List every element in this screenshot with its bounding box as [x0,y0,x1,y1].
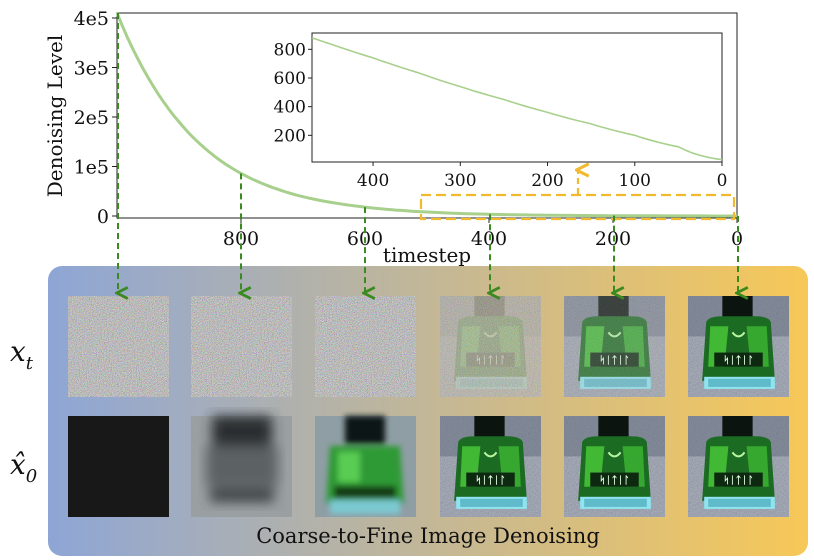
main-y-tick-label: 2e5 [74,107,109,129]
main-y-tick-label: 1e5 [74,157,109,179]
inset-y-tick-label: 600 [274,69,306,89]
inset-series-line [311,37,723,161]
zoom-highlight-box [419,193,736,221]
inset-x-tick-label: 200 [531,171,563,191]
inset-y-tick-label: 200 [274,126,306,146]
inset-x-tick-label: 100 [619,171,651,191]
main-y-ticks: 0 1e5 2e5 3e5 4e5 [74,8,117,228]
x0-image-3 [315,416,416,517]
main-y-tick-label: 0 [97,206,109,228]
x0-image-5 [564,416,665,517]
x0-image-1 [68,416,169,517]
xt-image-5 [564,296,665,397]
inset-x-tick-label: 300 [444,171,476,191]
timestep-arrows [118,13,738,293]
main-y-axis-label: Denoising Level [43,35,67,198]
main-x-axis-label: timestep [383,243,471,267]
row-label-x0: x̂0 [10,448,37,487]
panel-caption: Coarse-to-Fine Image Denoising [256,524,600,548]
main-y-tick-label: 4e5 [74,8,109,30]
row-xt-images [68,296,789,397]
x0-image-4 [440,416,541,517]
xt-image-1 [68,296,169,397]
main-x-ticks: 8006004002000 [223,218,743,250]
x0-image-2 [191,416,292,517]
xt-image-3 [315,296,416,397]
main-series-line [115,12,737,218]
inset-x-tick-label: 400 [357,171,389,191]
row-label-xt: xt [10,335,34,374]
row-x0-images [68,416,789,517]
inset-chart: 200 400 600 800 400 300 200 100 0 [274,32,728,191]
x0-image-6 [688,416,789,517]
xt-image-6 [688,296,789,397]
inset-x-ticks: 400 300 200 100 0 [357,162,728,191]
inset-y-ticks: 200 400 600 800 [274,40,312,146]
xt-image-4 [440,296,541,397]
inset-x-tick-label: 0 [717,171,728,191]
inset-y-tick-label: 800 [274,40,306,60]
inset-y-tick-label: 400 [274,98,306,118]
main-y-tick-label: 3e5 [74,58,109,80]
xt-image-2 [191,296,292,397]
